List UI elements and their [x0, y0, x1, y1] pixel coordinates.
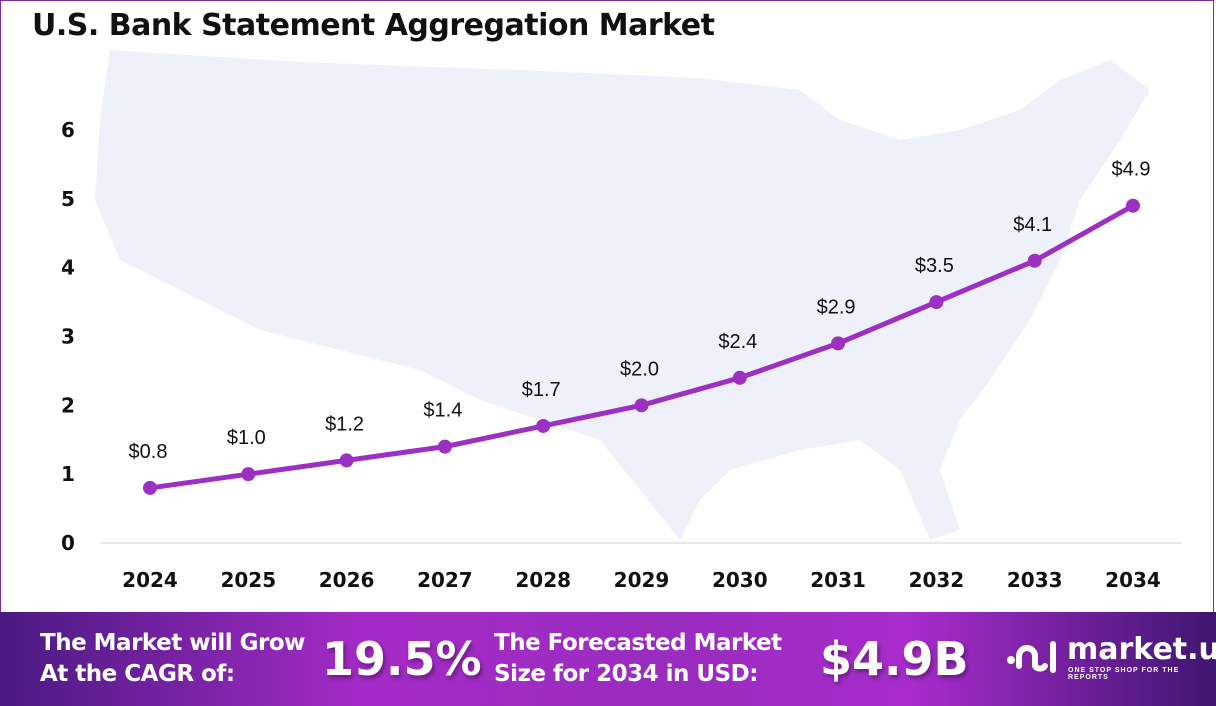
y-tick-label: 4 [61, 256, 75, 280]
cagr-label-line2: At the CAGR of: [40, 661, 235, 687]
forecast-label: The Forecasted Market Size for 2034 in U… [494, 628, 782, 690]
data-point [732, 370, 747, 385]
data-point [1126, 198, 1140, 213]
data-label: $2.4 [718, 331, 757, 353]
forecast-label-line1: The Forecasted Market [494, 630, 782, 656]
data-label: $2.0 [620, 358, 659, 380]
data-label: $4.9 [1112, 159, 1151, 181]
data-label: $1.4 [423, 400, 462, 422]
x-tick-label: 2032 [909, 568, 965, 592]
chart-frame [0, 0, 1214, 612]
data-label: $4.1 [1013, 214, 1052, 236]
line-chart: 0 1 2 3 4 5 6 2024 2025 2026 2027 2028 2029 2030 2031… [61, 50, 1182, 592]
data-label: $1.0 [227, 427, 266, 449]
data-point [1027, 253, 1042, 268]
y-tick-label: 6 [61, 118, 75, 142]
y-tick-label: 5 [61, 187, 75, 211]
data-label: $1.2 [325, 413, 364, 435]
x-tick-label: 2033 [1007, 568, 1063, 592]
summary-banner: The Market will Grow At the CAGR of: 19.… [0, 612, 1216, 706]
data-point [929, 295, 944, 310]
x-tick-label: 2034 [1105, 568, 1161, 592]
x-tick-label: 2031 [810, 568, 866, 592]
chart-title: U.S. Bank Statement Aggregation Market [32, 8, 715, 43]
logo-wordmark: market.us [1067, 632, 1216, 667]
data-label: $0.8 [129, 441, 168, 463]
cagr-value: 19.5% [322, 632, 482, 686]
data-point [536, 418, 551, 433]
data-point [241, 467, 256, 482]
forecast-value: $4.9B [820, 632, 969, 686]
data-label: $2.9 [817, 296, 856, 318]
data-point [437, 439, 452, 454]
x-tick-label: 2027 [417, 568, 473, 592]
x-tick-label: 2028 [515, 568, 571, 592]
logo-tagline: ONE STOP SHOP FOR THE REPORTS [1068, 667, 1180, 681]
y-tick-label: 1 [61, 462, 75, 486]
y-tick-label: 0 [61, 531, 75, 555]
x-tick-label: 2025 [220, 568, 276, 592]
x-tick-label: 2024 [122, 568, 178, 592]
x-tick-label: 2029 [614, 568, 670, 592]
x-tick-label: 2030 [712, 568, 768, 592]
x-tick-label: 2026 [319, 568, 375, 592]
data-label: $3.5 [915, 255, 954, 277]
y-tick-label: 2 [61, 393, 75, 417]
data-point [831, 336, 846, 351]
data-point [634, 398, 649, 413]
data-point [339, 453, 354, 468]
forecast-label-line2: Size for 2034 in USD: [494, 661, 758, 687]
us-map-background [95, 50, 1150, 540]
data-point [143, 480, 157, 495]
market-us-logo-icon [1007, 641, 1056, 673]
cagr-label-line1: The Market will Grow [40, 630, 305, 656]
data-label: $1.7 [522, 379, 561, 401]
cagr-label: The Market will Grow At the CAGR of: [40, 628, 305, 690]
y-tick-label: 3 [61, 325, 75, 349]
